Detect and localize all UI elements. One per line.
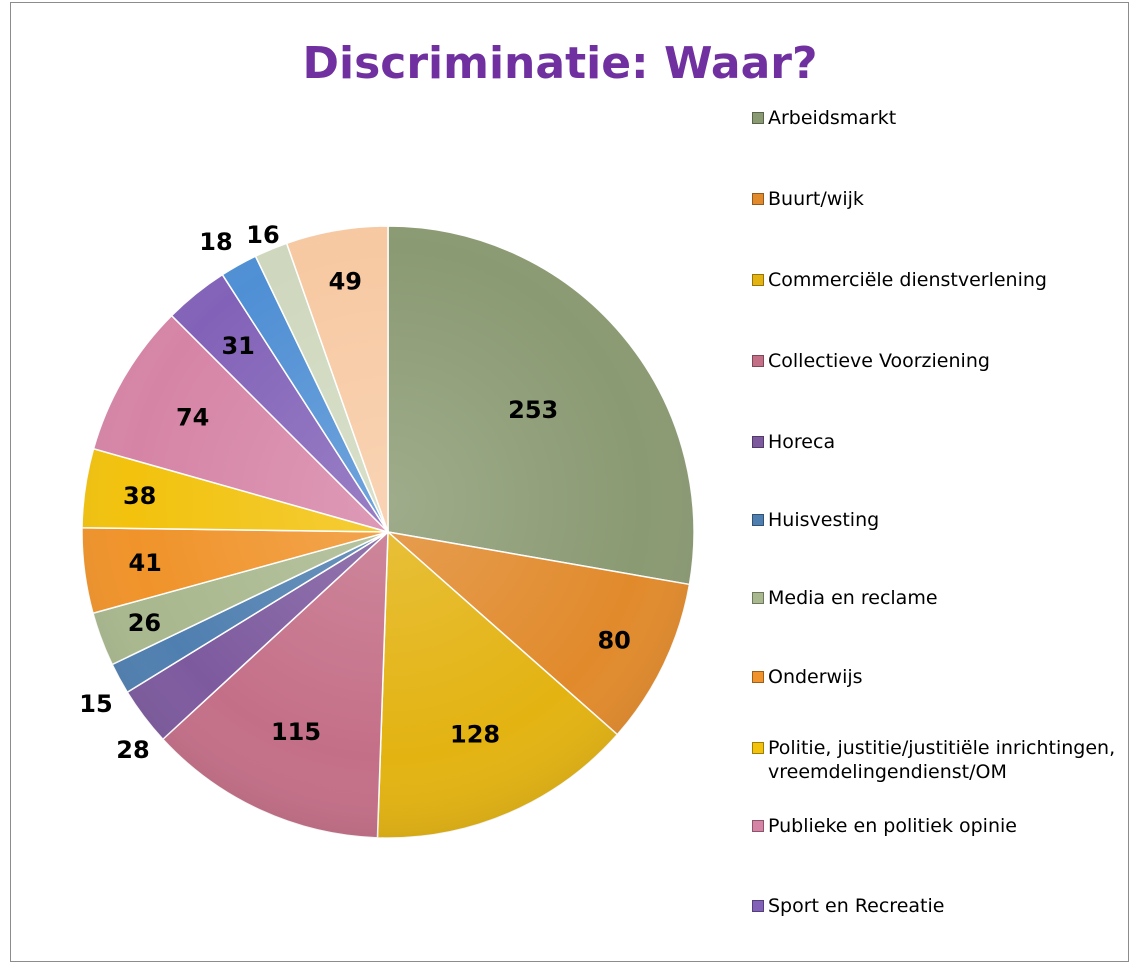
legend-label: Onderwijs	[768, 666, 863, 688]
legend-item: Collectieve Voorziening	[752, 349, 1122, 373]
legend-swatch	[752, 820, 764, 832]
legend-item: Arbeidsmarkt	[752, 106, 1122, 130]
pie-slices	[81, 225, 695, 839]
legend-label: Publieke en politiek opinie	[768, 815, 1017, 837]
legend-item: Horeca	[752, 430, 1122, 454]
data-label: 15	[79, 690, 112, 718]
legend-swatch	[752, 514, 764, 526]
data-label: 26	[128, 609, 161, 637]
data-label: 31	[221, 332, 254, 360]
data-label: 115	[271, 718, 321, 746]
data-label: 18	[199, 228, 232, 256]
legend-item: Publieke en politiek opinie	[752, 814, 1122, 838]
data-label: 80	[597, 627, 630, 655]
legend-swatch	[752, 193, 764, 205]
legend-item: Onderwijs	[752, 665, 1122, 689]
legend-swatch	[752, 900, 764, 912]
legend-item: Buurt/wijk	[752, 187, 1122, 211]
data-label: 253	[508, 396, 558, 424]
legend-swatch	[752, 112, 764, 124]
legend-label: Politie, justitie/justitiële inrichtinge…	[768, 737, 1116, 783]
legend-label: Arbeidsmarkt	[768, 107, 897, 129]
legend-label: Buurt/wijk	[768, 188, 864, 210]
legend-label: Horeca	[768, 431, 836, 453]
data-label: 128	[450, 720, 500, 748]
legend-item: Politie, justitie/justitiële inrichtinge…	[752, 736, 1122, 784]
legend-label: Commerciële dienstverlening	[768, 269, 1047, 291]
legend-item: Sport en Recreatie	[752, 894, 1122, 918]
legend-label: Media en reclame	[768, 587, 938, 609]
legend-item: Media en reclame	[752, 586, 1122, 610]
data-label: 41	[128, 549, 161, 577]
data-label: 38	[123, 482, 156, 510]
chart-title: Discriminatie: Waar?	[302, 38, 818, 89]
data-label: 28	[116, 736, 149, 764]
legend-swatch	[752, 742, 764, 754]
legend-label: Sport en Recreatie	[768, 895, 945, 917]
data-label: 49	[329, 268, 362, 296]
legend-swatch	[752, 274, 764, 286]
data-label: 16	[246, 221, 279, 249]
legend-label: Huisvesting	[768, 509, 880, 531]
legend-label: Collectieve Voorziening	[768, 350, 990, 372]
legend-swatch	[752, 355, 764, 367]
legend-item: Huisvesting	[752, 508, 1122, 532]
legend-swatch	[752, 671, 764, 683]
legend-item: Commerciële dienstverlening	[752, 268, 1122, 292]
legend-swatch	[752, 436, 764, 448]
data-label: 74	[176, 403, 209, 431]
legend-swatch	[752, 592, 764, 604]
